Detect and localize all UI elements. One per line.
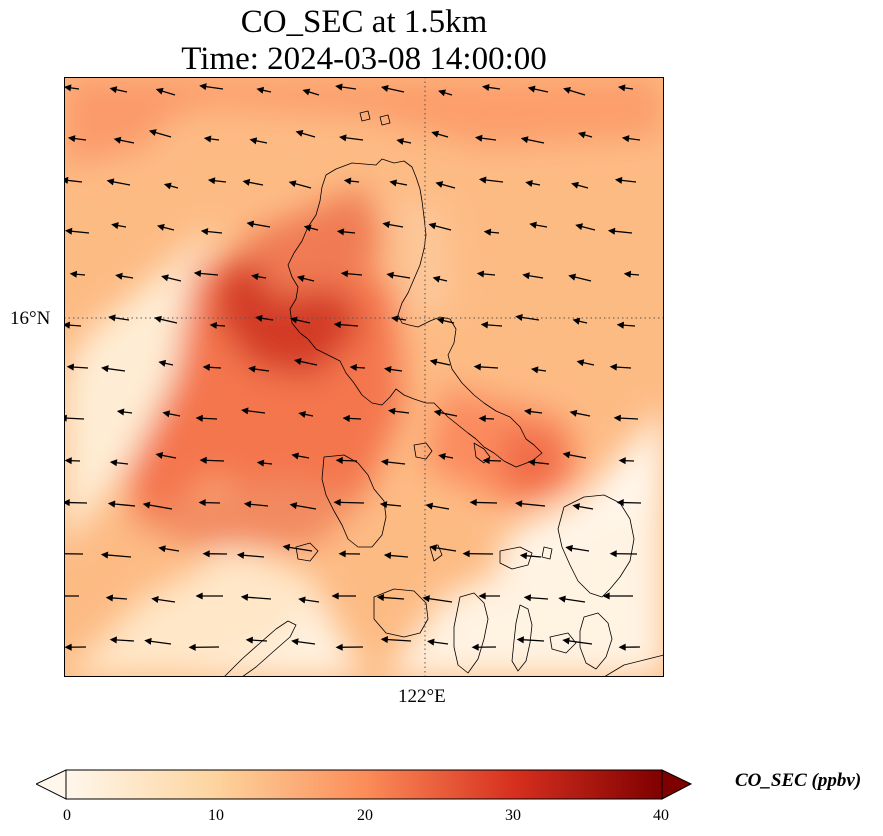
colorbar [36,766,692,802]
latitude-tick-label: 16°N [10,309,50,329]
colorbar-tick-label: 30 [505,807,521,825]
colorbar-extend-max [662,770,691,799]
map-panel [64,77,664,677]
concentration-field [64,77,664,677]
colorbar-tick-label: 20 [357,807,373,825]
colorbar-bar [66,770,662,799]
colorbar-extend-min [36,770,66,799]
colorbar-tick-label: 10 [208,807,224,825]
map-subtitle: Time: 2024-03-08 14:00:00 [64,41,664,77]
map-canvas [64,77,664,677]
colorbar-tick-label: 40 [653,807,669,825]
longitude-tick-label: 122°E [398,687,446,707]
map-title: CO_SEC at 1.5km [64,4,664,40]
colorbar-tick-label: 0 [63,807,71,825]
colorbar-label: CO_SEC (ppbv) [735,770,861,792]
